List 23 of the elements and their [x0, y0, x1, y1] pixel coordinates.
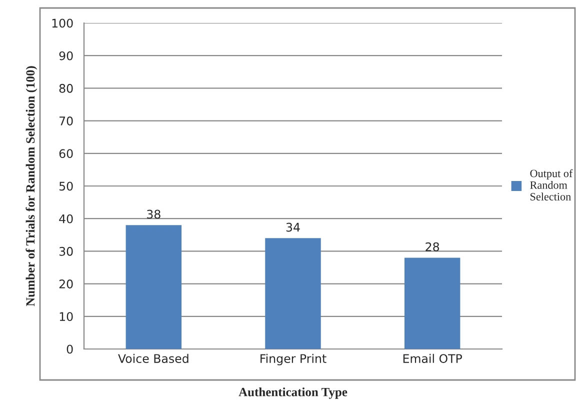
- x-tick-label: Voice Based: [118, 354, 188, 363]
- bar: [265, 238, 321, 349]
- y-tick-label: 20: [59, 280, 73, 288]
- data-label: 28: [426, 242, 440, 252]
- bar: [404, 258, 460, 349]
- bar: [126, 225, 182, 349]
- data-label: 38: [147, 210, 160, 219]
- y-tick-label: 60: [59, 149, 73, 158]
- x-tick-label: Email OTP: [403, 354, 462, 363]
- x-tick-label: Finger Print: [260, 354, 326, 366]
- x-axis-title: Authentication Type: [238, 388, 348, 399]
- y-tick-label: 40: [59, 214, 73, 224]
- y-tick-label: 30: [59, 246, 73, 256]
- y-tick-label: 90: [59, 51, 73, 60]
- y-tick-label: 70: [60, 116, 73, 126]
- legend-label: Output of Random Selection: [530, 169, 573, 200]
- y-tick-label: 50: [59, 182, 73, 191]
- y-axis-title: Number of Trials for Random Selection (100): [26, 66, 38, 306]
- data-label: 34: [286, 222, 300, 232]
- y-tick-label: 100: [52, 18, 73, 28]
- y-tick-label: 80: [59, 84, 73, 93]
- y-tick-label: 10: [60, 312, 73, 322]
- y-tick-label: 0: [66, 344, 73, 354]
